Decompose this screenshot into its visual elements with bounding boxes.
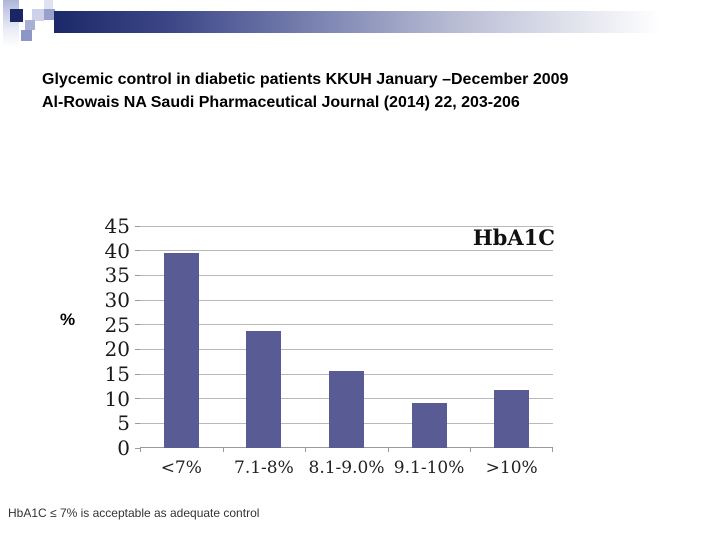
bar	[246, 330, 282, 448]
y-axis-tick	[135, 348, 140, 350]
x-axis-tick	[387, 448, 389, 452]
decor-square-medium-2	[25, 20, 35, 30]
decor-square-small	[44, 0, 53, 9]
gridline	[140, 324, 553, 326]
bar	[494, 389, 530, 448]
y-axis-tick-label: 20	[104, 337, 130, 362]
bar	[329, 371, 364, 448]
x-axis-tick-label: 7.1-8%	[234, 458, 294, 478]
y-axis-tick	[135, 398, 140, 400]
x-axis-tick-label: >10%	[485, 458, 538, 478]
decor-gradient-banner	[54, 11, 705, 33]
title-line-1: Glycemic control in diabetic patients KK…	[42, 71, 569, 88]
x-axis-tick	[222, 448, 224, 452]
x-axis-tick-label: <7%	[160, 458, 202, 478]
decor-square-medium	[44, 9, 55, 20]
x-axis-tick-label: 9.1-10%	[393, 458, 465, 478]
bar	[411, 403, 447, 448]
y-axis-tick	[135, 274, 140, 276]
decor-square-dark	[10, 9, 23, 22]
decor-square-periwinkle	[21, 30, 32, 41]
y-axis-tick-label: 25	[104, 312, 130, 337]
y-axis-tick	[135, 225, 140, 227]
chart-plot-area: 0 5 10 15 20 25 30 35 40 45 <7% 7.1-8% 8.1-9.0% 9.1-1…	[105, 214, 553, 478]
y-axis-tick-label: 0	[117, 436, 130, 460]
y-axis-tick-label: 15	[104, 362, 130, 386]
gridline	[140, 299, 553, 301]
decor-square-light	[32, 9, 44, 21]
y-axis-tick	[135, 447, 140, 449]
y-axis-tick	[135, 373, 140, 375]
y-axis-tick	[135, 299, 140, 301]
title-line-2: Al-Rowais NA Saudi Pharmaceutical Journa…	[42, 94, 520, 111]
x-axis-tick	[305, 448, 307, 452]
gridline	[140, 274, 553, 276]
x-axis-tick	[552, 448, 553, 452]
slide-title: Glycemic control in diabetic patients KK…	[42, 68, 682, 114]
y-axis-tick-label: 10	[104, 386, 130, 411]
y-axis-title: %	[60, 310, 76, 329]
x-axis-tick	[470, 448, 472, 452]
y-axis-tick-label: 30	[104, 288, 130, 312]
y-axis-tick	[135, 422, 140, 424]
bar	[163, 252, 199, 448]
y-axis-tick	[135, 250, 140, 252]
gridline	[140, 348, 553, 350]
x-axis-tick	[140, 448, 141, 452]
gridline	[140, 250, 553, 252]
chart-legend: HbA1C	[472, 225, 555, 250]
y-axis-tick-label: 5	[117, 411, 130, 436]
gridline	[140, 225, 553, 227]
decor-vertical-strip	[3, 0, 19, 47]
y-axis-tick	[135, 324, 140, 326]
y-axis-tick-label: 45	[104, 214, 130, 238]
y-axis-tick-label: 40	[104, 238, 130, 263]
x-axis-tick-label: 8.1-9.0%	[308, 458, 385, 478]
y-axis-tick-label: 35	[104, 263, 130, 288]
footnote: HbA1C ≤ 7% is acceptable as adequate con…	[8, 506, 260, 520]
